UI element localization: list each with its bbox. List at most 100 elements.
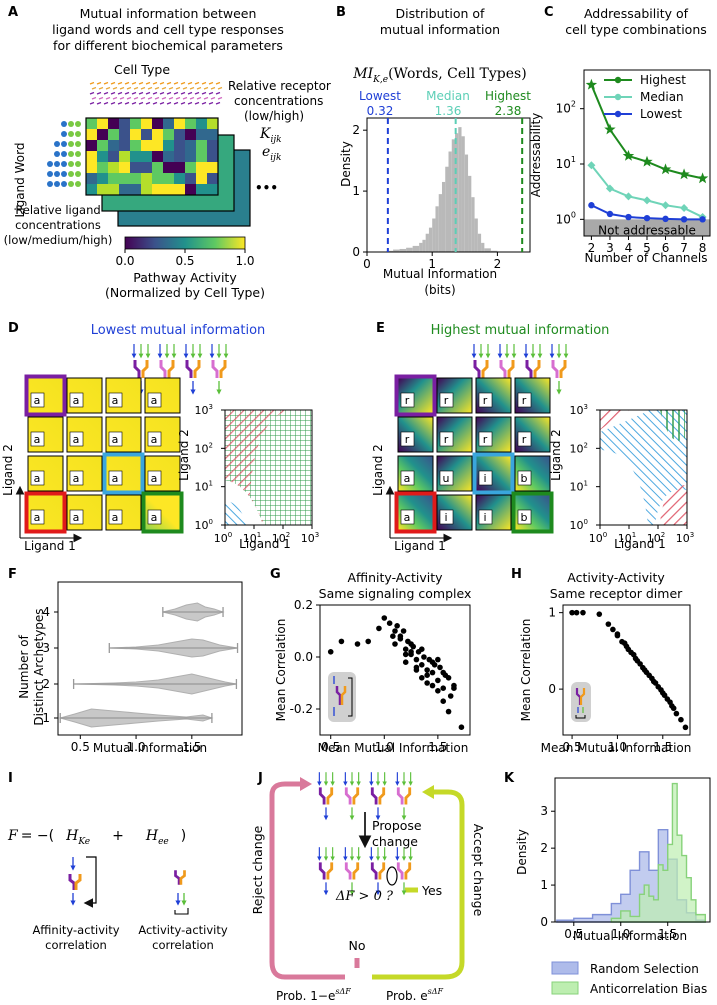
- receptor-left: [370, 862, 378, 880]
- receptor-dimer: [395, 847, 413, 896]
- receptor-left: [344, 862, 352, 880]
- data-point: [435, 677, 441, 684]
- panel-a-title-1: Mutual information between: [80, 6, 257, 21]
- heatmap-cell: [174, 184, 185, 195]
- ligand-dot: [54, 141, 60, 147]
- data-point: [408, 649, 414, 655]
- heatmap-cell: [97, 140, 108, 151]
- archetype-letter: a: [34, 472, 41, 485]
- heatmap-cell: [130, 151, 141, 162]
- receptor-dash: [175, 96, 181, 100]
- point-lowest: [699, 216, 706, 223]
- receptor-right: [481, 360, 489, 378]
- archetype-letter: i: [444, 511, 447, 524]
- data-point: [390, 633, 396, 639]
- receptor-dash: [103, 81, 109, 85]
- ligand-conc-label-1: Relative ligand: [15, 203, 100, 217]
- receptor-dash: [91, 86, 97, 90]
- receptor-dash: [180, 81, 186, 85]
- heatmap-cell: [86, 151, 97, 162]
- receptor-right: [141, 360, 149, 378]
- heatmap-cell: [174, 173, 185, 184]
- heatmap-cell: [163, 118, 174, 129]
- y-tick-label: 100: [556, 210, 576, 226]
- receptor-dash: [138, 101, 144, 105]
- archetype-tag: [400, 392, 415, 408]
- h-xlabel: Mean Mutual Information: [541, 741, 692, 755]
- heatmap-cell: [141, 173, 152, 184]
- d-plot-xlabel: Ligand 1: [239, 537, 291, 551]
- receptor-dash: [119, 96, 125, 100]
- condition-text: ΔF > 0 ?: [335, 889, 394, 904]
- region-blue: [225, 500, 247, 525]
- archetype-tag: [108, 392, 123, 408]
- y-tick-label: 4: [42, 605, 50, 619]
- chart-f: 1 2 3 4 0.5 1.0 1.5: [42, 581, 243, 754]
- heatmap-cell: [196, 162, 207, 173]
- heatmap-cell: [174, 162, 185, 173]
- chart-b: 0 1 2 0 1 2: [352, 117, 531, 271]
- ligand-dots: [47, 121, 81, 187]
- data-point: [381, 615, 388, 621]
- heatmap-cell: [196, 151, 207, 162]
- receptor-dash: [133, 86, 139, 90]
- data-point: [440, 685, 447, 691]
- data-point: [402, 651, 409, 658]
- archetype-letter: a: [151, 433, 158, 446]
- receptor-right: [533, 360, 541, 378]
- receptor-dash: [201, 81, 207, 85]
- data-point: [673, 710, 680, 717]
- x-tick-label: 1.5: [658, 927, 677, 941]
- archetype-letter: a: [151, 511, 158, 524]
- x-tick-label: 2: [588, 241, 596, 255]
- receptor-dash: [119, 86, 125, 90]
- accept-loop: [372, 789, 465, 980]
- highlighted-cell: [511, 491, 554, 534]
- archetype-tag: [478, 470, 493, 486]
- inset-bracket: [575, 715, 586, 719]
- x-tick-label: 1.0: [611, 927, 630, 941]
- data-point: [682, 724, 689, 731]
- histogram-bar: [412, 245, 420, 252]
- heatmap-cell: [108, 118, 119, 129]
- receptor-dash: [147, 96, 153, 100]
- data-point: [376, 625, 382, 632]
- panel-h: H Activity-Activity Same receptor dimer …: [511, 567, 691, 755]
- receptor-dash: [110, 101, 116, 105]
- heatmap-cell: [163, 129, 174, 140]
- receptor-dash: [210, 96, 216, 100]
- receptor-dash: [89, 91, 95, 95]
- ligand-dot: [68, 121, 74, 127]
- data-point: [614, 631, 621, 637]
- receptor-right: [219, 360, 227, 378]
- ligand-dot: [61, 181, 67, 187]
- archetype-tag: [30, 470, 45, 486]
- plot-frame: [562, 604, 691, 736]
- ligand-conc-label-2: concentrations: [15, 218, 101, 232]
- panel-letter-f: F: [8, 567, 17, 582]
- heatmap-border: [85, 117, 219, 196]
- highest-value: 2.38: [495, 104, 522, 118]
- archetype-tag: [439, 509, 454, 525]
- receptor-dash: [152, 81, 158, 85]
- data-point: [649, 675, 655, 682]
- g-title-2: Same signaling complex: [319, 586, 472, 601]
- data-point: [424, 680, 430, 686]
- heatmap-cell: [163, 173, 174, 184]
- ligand-dot: [75, 161, 81, 167]
- archetype-letter: r: [522, 433, 527, 446]
- panel-d-title: Lowest mutual information: [91, 323, 266, 338]
- point-median: [680, 204, 689, 213]
- heatmap-cell: [141, 129, 152, 140]
- heatmap-cell: [97, 151, 108, 162]
- panel-b-title-1: Distribution of: [396, 6, 486, 21]
- not-addressable-label: Not addressable: [598, 223, 696, 237]
- heatmap-cell: [97, 129, 108, 140]
- legend-label-median: Median: [640, 90, 684, 104]
- heatmap-cell: [185, 140, 196, 151]
- heatmap-cell: [130, 184, 141, 195]
- legend-label-lowest: Lowest: [640, 107, 682, 121]
- receptor-dash: [187, 91, 193, 95]
- archetype-letter: a: [73, 394, 80, 407]
